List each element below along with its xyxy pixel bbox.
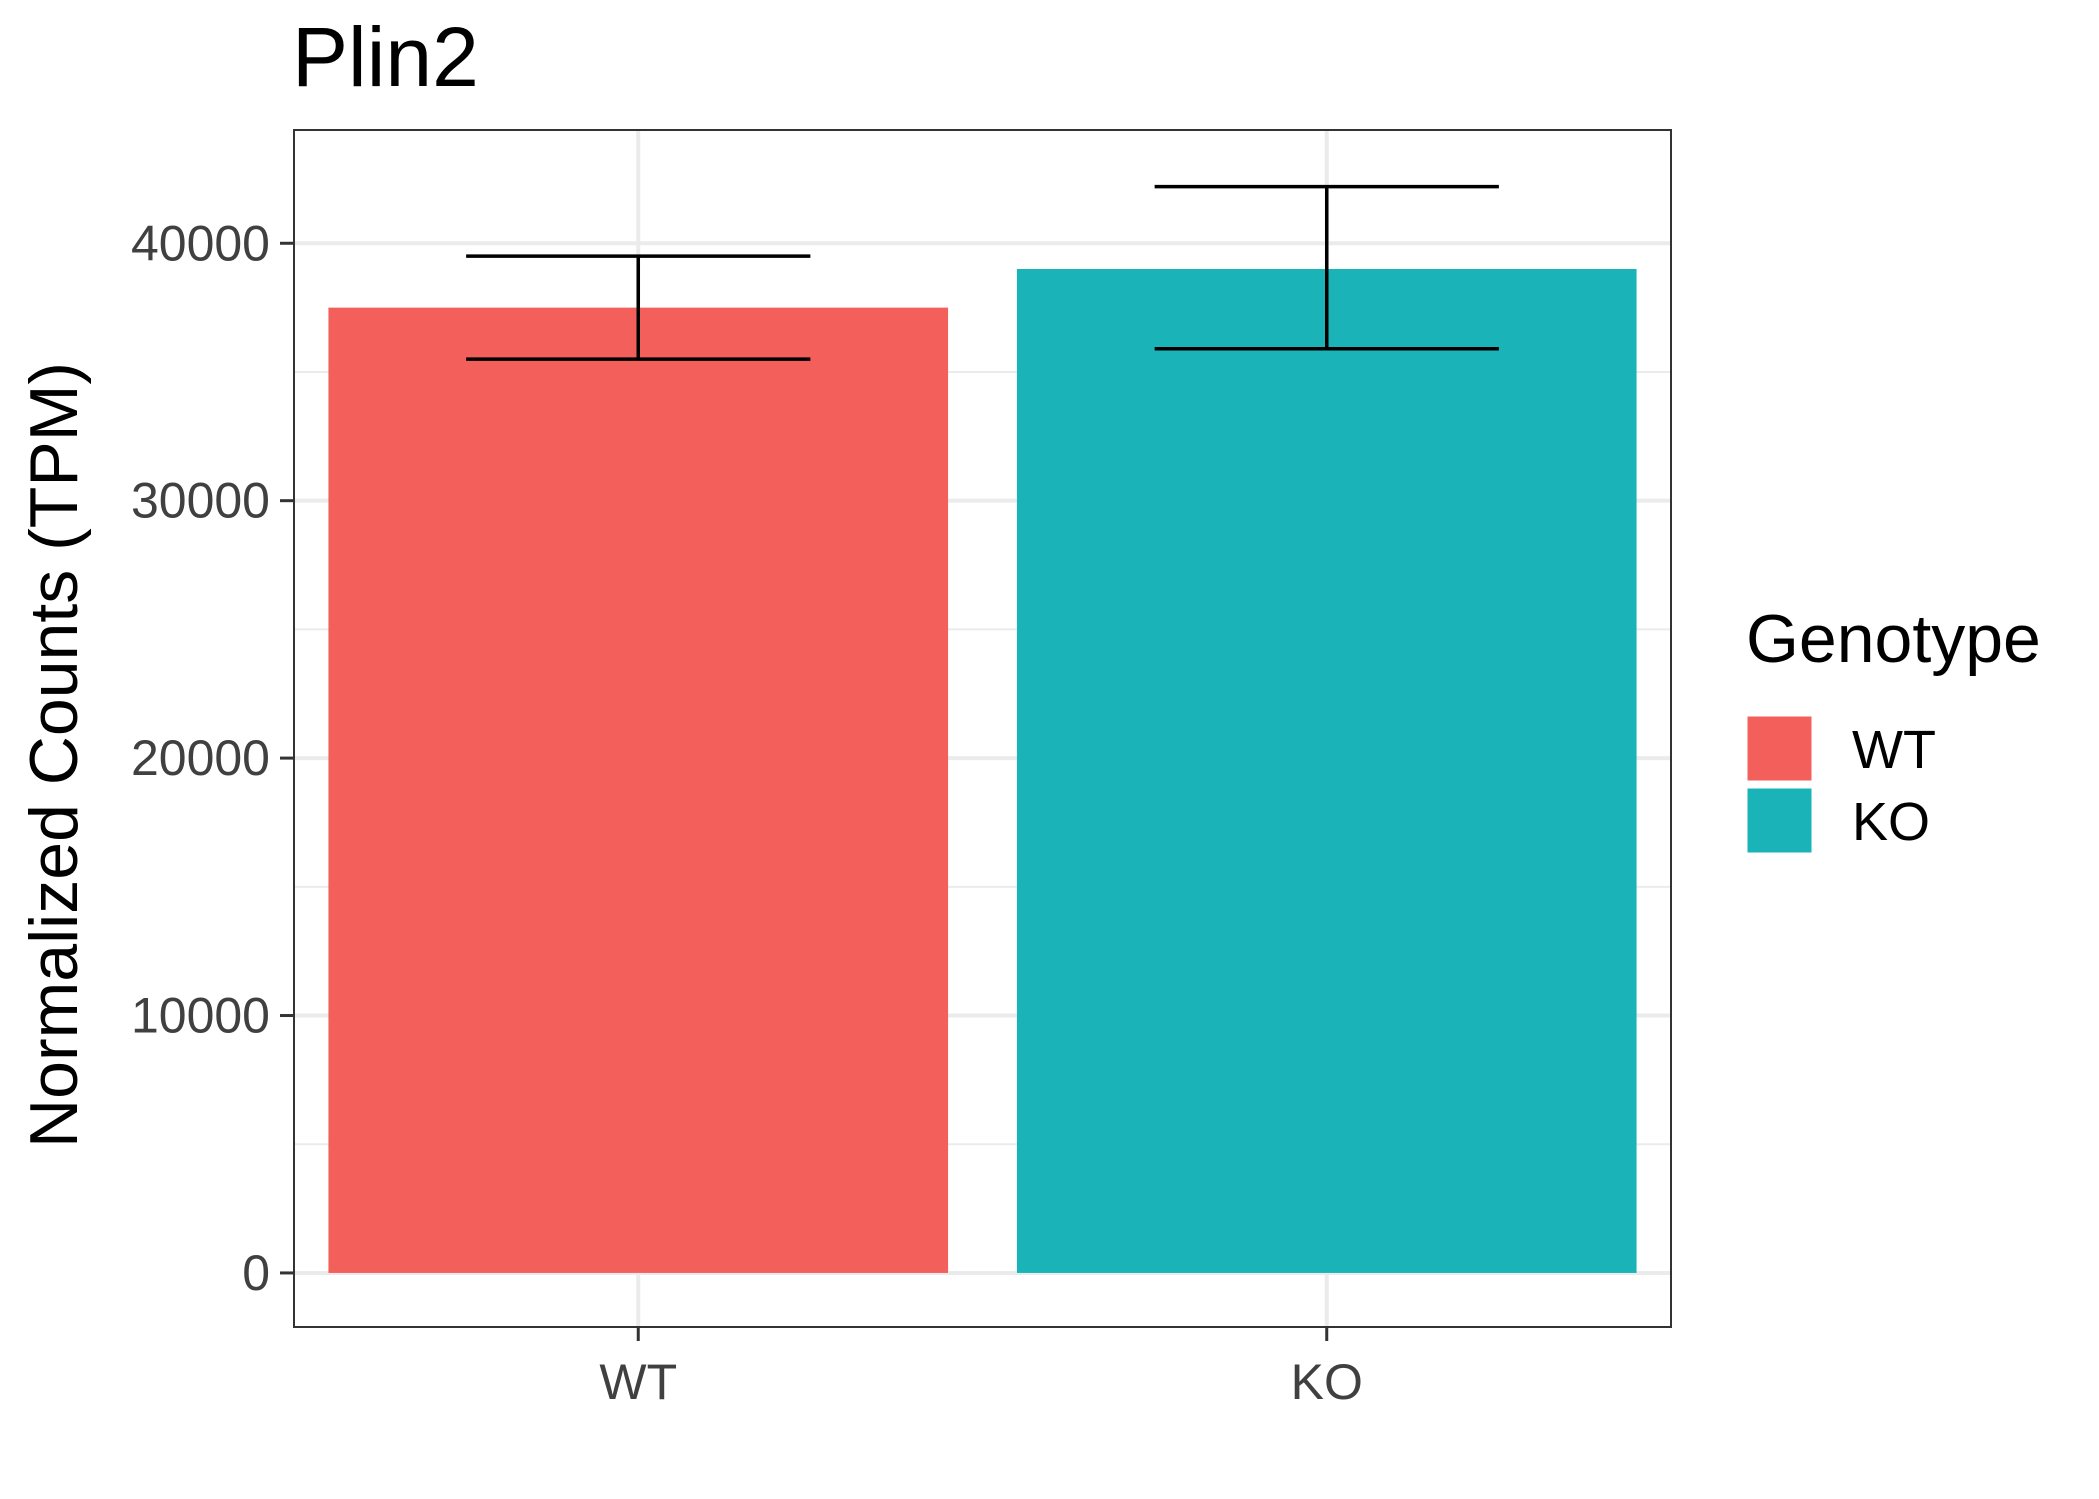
plot-panel-border <box>293 129 1672 1328</box>
x-axis-ticks: WT KO <box>599 1327 1363 1410</box>
chart-title: Plin2 <box>292 10 479 104</box>
y-tick-label: 20000 <box>131 730 270 786</box>
y-tick-label: 0 <box>242 1245 270 1301</box>
y-tick-label: 30000 <box>131 473 270 529</box>
y-axis-label: Normalized Counts (TPM) <box>16 362 92 1148</box>
error-bars-group <box>466 184 1499 361</box>
legend-title: Genotype <box>1746 601 2041 677</box>
y-axis-ticks: 0 10000 20000 30000 40000 <box>131 215 294 1301</box>
legend-key-wt <box>1744 713 1815 784</box>
bar-wt <box>328 307 949 1273</box>
legend-key-ko <box>1744 785 1815 856</box>
y-tick-label: 10000 <box>131 988 270 1044</box>
x-tick-label: KO <box>1291 1354 1363 1410</box>
legend: Genotype WT KO <box>1744 601 2041 856</box>
y-tick-label: 40000 <box>131 215 270 271</box>
bar-ko <box>1016 269 1637 1273</box>
legend-label-ko: KO <box>1852 792 1930 852</box>
x-tick-label: WT <box>599 1354 677 1410</box>
legend-label-wt: WT <box>1852 720 1936 780</box>
bars-group <box>328 269 1637 1273</box>
